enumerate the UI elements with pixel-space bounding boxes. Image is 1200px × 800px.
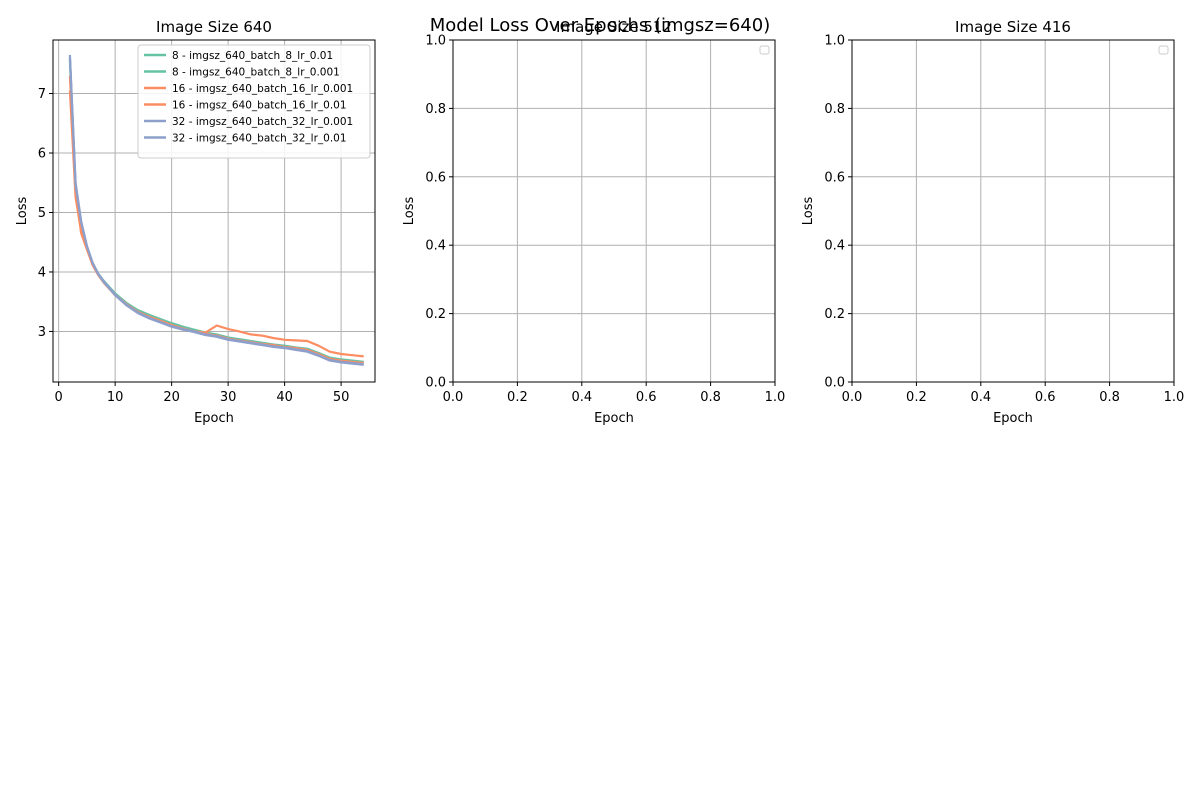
x-tick-label: 1.0 — [765, 390, 786, 405]
x-tick-label: 20 — [163, 390, 180, 405]
subplot-title: Image Size 416 — [955, 18, 1071, 36]
x-tick-label: 0.2 — [906, 390, 927, 405]
plot-frame — [452, 39, 776, 383]
x-tick-label: 0.2 — [507, 390, 528, 405]
y-tick-label: 0.0 — [425, 376, 446, 391]
x-tick-label: 0.6 — [636, 390, 657, 405]
y-tick-label: 0.8 — [824, 102, 845, 117]
y-axis-label: Loss — [801, 197, 816, 226]
y-tick-label: 5 — [38, 206, 46, 221]
x-tick-label: 0 — [55, 390, 63, 405]
legend-box — [137, 44, 371, 159]
x-axis-label: Epoch — [594, 411, 634, 426]
y-tick-label: 0.8 — [425, 102, 446, 117]
x-tick-label: 0.8 — [700, 390, 721, 405]
y-tick-label: 6 — [38, 147, 46, 162]
x-axis-label: Epoch — [194, 411, 234, 426]
x-tick-label: 10 — [107, 390, 124, 405]
x-tick-label: 0.4 — [571, 390, 592, 405]
series-line-5 — [68, 57, 364, 366]
x-tick-label: 30 — [220, 390, 237, 405]
y-tick-label: 0.2 — [824, 307, 845, 322]
y-tick-label: 0.0 — [824, 376, 845, 391]
x-tick-label: 0.4 — [970, 390, 991, 405]
y-tick-label: 0.6 — [425, 170, 446, 185]
y-tick-label: 7 — [38, 87, 46, 102]
y-tick-label: 0.6 — [824, 170, 845, 185]
legend-box — [759, 45, 770, 55]
legend-entry: 32 - imgsz_640_batch_32_lr_0.01 — [172, 133, 347, 145]
subplot-0: 0 10 20 30 40 50 3 4 5 6 7 Image Size 640 Epoch Loss 8… — [15, 18, 376, 426]
y-tick-label: 0.4 — [425, 239, 446, 254]
figure-suptitle: Model Loss Over Epochs (imgsz=640) — [430, 15, 770, 36]
legend-entry: 32 - imgsz_640_batch_32_lr_0.001 — [172, 116, 353, 128]
legend-entry: 8 - imgsz_640_batch_8_lr_0.01 — [172, 50, 333, 62]
subplot-1: 0.0 0.2 0.4 0.6 0.8 1.0 0.0 0.2 0.4 0.6 0.8 1.0 Imag… — [402, 18, 785, 426]
x-tick-label: 50 — [333, 390, 350, 405]
x-tick-label: 0.6 — [1035, 390, 1056, 405]
y-tick-label: 4 — [38, 265, 46, 280]
subplot-title: Image Size 512 — [556, 18, 672, 36]
y-tick-label: 0.2 — [425, 307, 446, 322]
plot-frame — [52, 39, 376, 383]
legend-entry: 16 - imgsz_640_batch_16_lr_0.001 — [172, 83, 353, 95]
x-tick-label: 0.8 — [1099, 390, 1120, 405]
legend-entry: 16 - imgsz_640_batch_16_lr_0.01 — [172, 100, 347, 112]
x-axis-label: Epoch — [993, 411, 1033, 426]
y-tick-label: 1.0 — [824, 34, 845, 49]
subplots: 0 10 20 30 40 50 3 4 5 6 7 Image Size 640 Epoch Loss 8… — [15, 18, 1184, 426]
y-axis-label: Loss — [402, 197, 417, 226]
y-tick-label: 1.0 — [425, 34, 446, 49]
plot-frame — [851, 39, 1175, 383]
x-tick-label: 40 — [276, 390, 293, 405]
legend-entry: 8 - imgsz_640_batch_8_lr_0.001 — [172, 67, 340, 79]
subplot-2: 0.0 0.2 0.4 0.6 0.8 1.0 0.0 0.2 0.4 0.6 0.8 1.0 Imag… — [801, 18, 1184, 426]
y-tick-label: 3 — [38, 325, 46, 340]
subplot-title: Image Size 640 — [156, 18, 272, 36]
y-tick-label: 0.4 — [824, 239, 845, 254]
legend-box — [1158, 45, 1169, 55]
x-tick-label: 1.0 — [1164, 390, 1185, 405]
y-axis-label: Loss — [15, 197, 30, 226]
x-tick-label: 0.0 — [842, 390, 863, 405]
x-tick-label: 0.0 — [443, 390, 464, 405]
